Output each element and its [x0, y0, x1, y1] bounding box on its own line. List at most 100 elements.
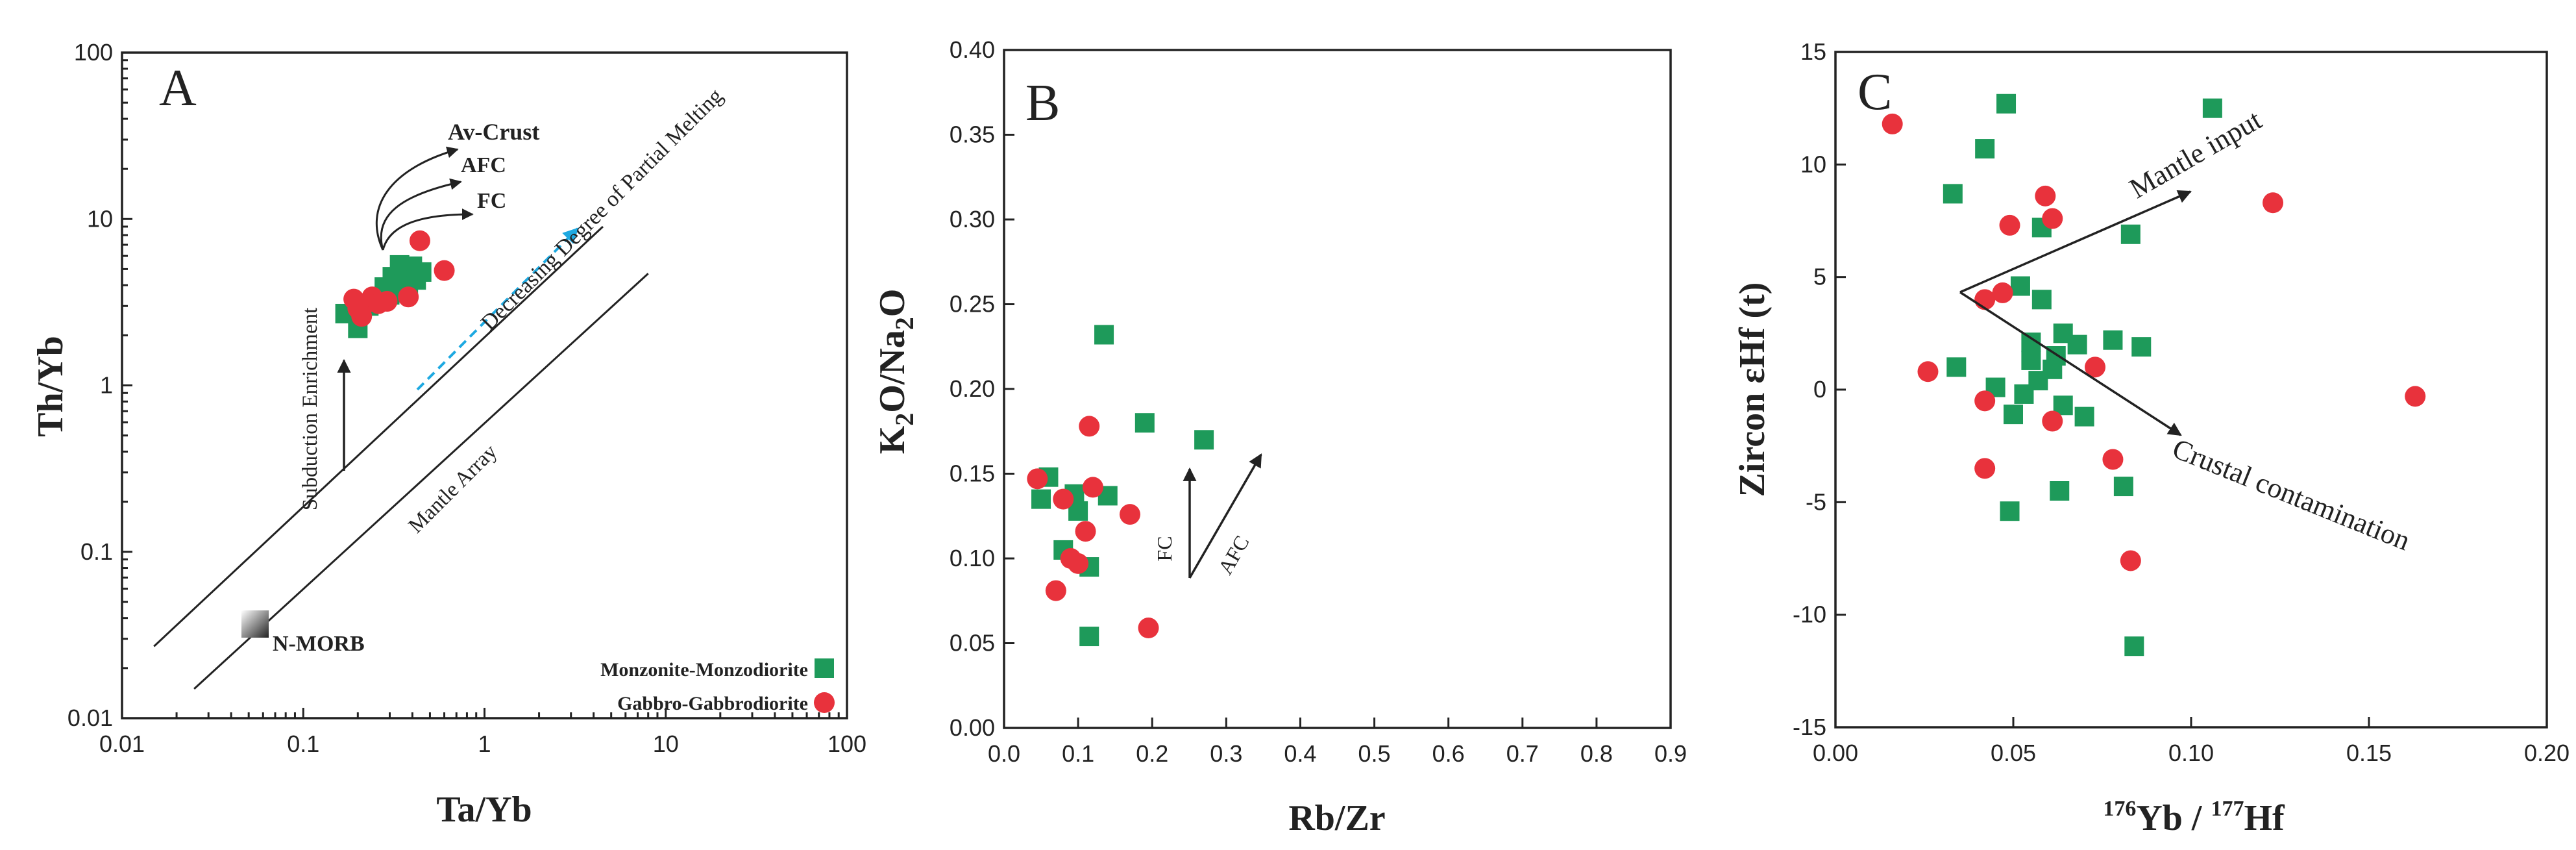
x-tick-label: 0.7: [1506, 740, 1539, 767]
panel-c-monzonite-point: [1996, 94, 2017, 114]
arrow-afc: [380, 178, 462, 251]
legend-red-marker: [814, 692, 835, 713]
panel-c-monzonite-point: [2074, 406, 2094, 427]
panel-a-mantle-array-lines: [153, 225, 649, 690]
x-tick-label: 0.15: [2346, 740, 2392, 766]
x-tick-label: 0.2: [1136, 740, 1168, 767]
y-tick-label: 0.20: [950, 375, 995, 402]
panel-c-monzonite-point: [2010, 276, 2030, 296]
legend: Monzonite-Monzodiorite Gabbro-Gabbrodior…: [600, 658, 835, 714]
panel-b: 0.0 0.1 0.2 0.3 0.4 0.5 0.6 0.7 0.8 0.9 0.00 0.05 0.…: [872, 36, 1687, 838]
arrow-afc-b: [1188, 453, 1262, 579]
y-tick-label: 0.30: [950, 206, 995, 232]
annotation-nmorb: N-MORB: [273, 632, 365, 656]
panel-c-monzonite-point: [2000, 501, 2020, 521]
x-tick-label: 0.3: [1210, 740, 1242, 767]
y-tick-label: 0.40: [950, 36, 995, 63]
y-tick-label: 0.01: [67, 705, 113, 731]
panel-a-points: [335, 230, 455, 338]
panel-c-axes: 0.00 0.05 0.10 0.15 0.20 15 10 5 0 -5 -10 -15: [1793, 38, 2570, 766]
panel-c-gabbro-point: [2120, 550, 2141, 571]
panel-b-gabbro-point: [1075, 521, 1096, 542]
panel-c-gabbro-point: [2035, 185, 2056, 206]
y-tick-label: -15: [1793, 714, 1826, 740]
panel-a-frame: [121, 51, 848, 719]
panel-c-gabbro-point: [2102, 449, 2124, 470]
panel-a-gabbro-point: [347, 298, 369, 319]
x-tick-label: 0.10: [2168, 740, 2214, 766]
panel-c-monzonite-point: [2120, 224, 2141, 244]
panel-c-monzonite-point: [2021, 350, 2041, 370]
panel-b-y-label: K2O/Na2O: [872, 289, 919, 455]
panel-b-letter: B: [1025, 75, 1060, 132]
panel-b-gabbro-point: [1053, 488, 1074, 510]
panel-c-gabbro-point: [2085, 356, 2106, 378]
annotation-subduction-enrichment: Subduction Enrichment: [299, 308, 322, 511]
panel-b-monzonite-point: [1194, 430, 1214, 450]
x-tick-label: 0.9: [1654, 740, 1687, 767]
panel-c-gabbro-point: [1882, 113, 1903, 134]
arrow-av-crust: [375, 146, 459, 251]
panel-c-monzonite-point: [2004, 405, 2023, 425]
y-tick-label: 15: [1800, 38, 1826, 65]
panel-c-monzonite-point: [2067, 334, 2087, 355]
x-tick-label: 100: [828, 731, 866, 757]
panel-b-gabbro-point: [1045, 580, 1066, 601]
panel-c-monzonite-point: [2202, 98, 2222, 118]
y-tick-label: 0.10: [950, 545, 995, 571]
panel-c-monzonite-point: [2131, 337, 2152, 357]
panel-b-monzonite-point: [1135, 413, 1155, 433]
x-tick-label: 0.5: [1358, 740, 1391, 767]
annotation-fc-b: FC: [1153, 536, 1176, 561]
panel-c-x-label: 176Yb / 177Hf: [2103, 797, 2285, 838]
panel-c-gabbro-point: [1974, 390, 1996, 412]
legend-red-label: Gabbro-Gabbrodiorite: [617, 693, 808, 714]
y-tick-label: 10: [1800, 151, 1826, 177]
panel-a-gabbro-point: [376, 291, 398, 312]
x-tick-label: 10: [653, 731, 679, 757]
panel-a-gabbro-point: [398, 286, 419, 308]
mantle-array-upper-line: [153, 225, 604, 647]
panel-b-frame: [1003, 49, 1672, 729]
panel-b-gabbro-point: [1082, 477, 1103, 498]
panel-b-gabbro-point: [1079, 416, 1100, 437]
panel-c-monzonite-point: [2124, 636, 2144, 656]
x-tick-label: 1: [478, 731, 491, 757]
panel-a-y-label: Th/Yb: [31, 336, 71, 437]
panel-b-gabbro-point: [1068, 553, 1089, 574]
x-tick-label: 0.0: [988, 740, 1020, 767]
arrow-mantle-input: [1959, 190, 2192, 294]
panel-a-letter: A: [159, 60, 197, 117]
panel-c-monzonite-point: [2103, 330, 2123, 350]
mantle-array-lower-line: [193, 273, 649, 690]
panel-b-monzonite-point: [1031, 489, 1051, 509]
y-tick-label: 0: [1813, 376, 1826, 403]
panel-b-points: [1027, 325, 1214, 647]
panel-c-gabbro-point: [2042, 410, 2063, 432]
panel-c-gabbro-point: [1974, 458, 1996, 479]
y-tick-label: 5: [1813, 264, 1826, 290]
legend-green-marker: [815, 658, 834, 678]
y-tick-label: 100: [74, 39, 113, 66]
annotation-fc: FC: [477, 189, 506, 213]
annotation-mantle-array: Mantle Array: [404, 440, 502, 538]
panel-c-monzonite-point: [1975, 139, 1995, 159]
panel-b-gabbro-point: [1119, 504, 1140, 525]
panel-a-gabbro-point: [434, 260, 455, 281]
annotation-afc-b: AFC: [1213, 532, 1253, 579]
x-tick-label: 0.05: [1991, 740, 2036, 766]
y-tick-label: 0.1: [80, 538, 113, 565]
x-tick-label: 0.1: [287, 731, 319, 757]
arrow-crustal-contamination: [1959, 291, 2182, 436]
panel-c-gabbro-point: [1917, 361, 1939, 382]
x-tick-label: 0.00: [1813, 740, 1858, 766]
panel-b-axes: 0.0 0.1 0.2 0.3 0.4 0.5 0.6 0.7 0.8 0.9 0.00 0.05 0.…: [950, 36, 1687, 767]
panel-c-gabbro-point: [1999, 214, 2020, 236]
panel-a-gabbro-point: [409, 230, 430, 251]
y-tick-label: 0.05: [950, 630, 995, 656]
arrow-partial-melting: [416, 227, 579, 391]
panel-c-monzonite-point: [1943, 184, 1963, 204]
panel-c-gabbro-point: [1974, 289, 1996, 310]
y-tick-label: 1: [100, 372, 113, 399]
legend-green-label: Monzonite-Monzodiorite: [600, 659, 808, 681]
